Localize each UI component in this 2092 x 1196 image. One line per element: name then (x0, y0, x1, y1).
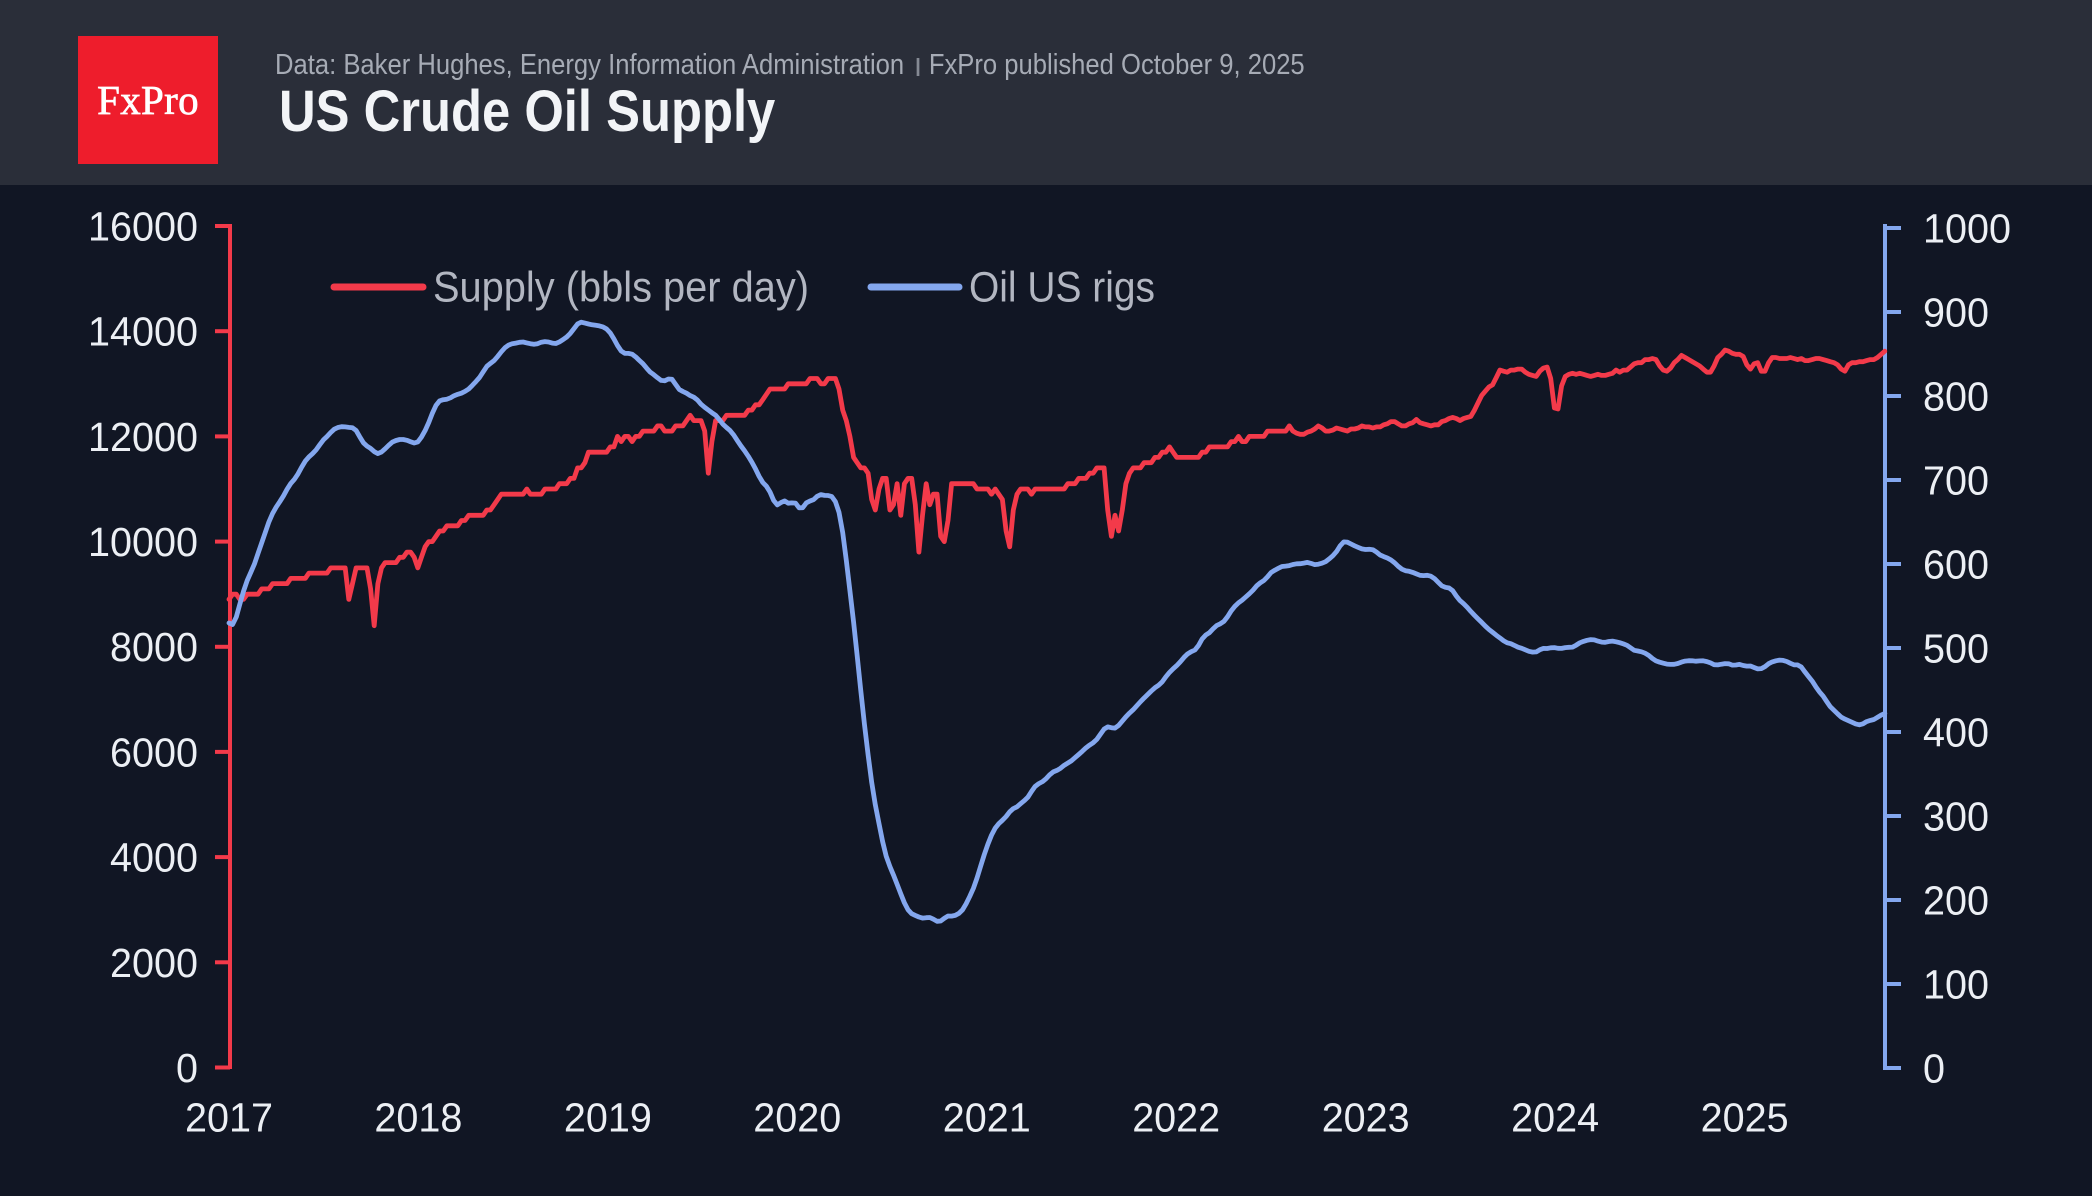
svg-text:800: 800 (1923, 374, 1989, 420)
svg-text:2025: 2025 (1701, 1095, 1789, 1141)
svg-text:2000: 2000 (110, 940, 198, 986)
svg-text:8000: 8000 (110, 624, 198, 670)
svg-text:400: 400 (1923, 710, 1989, 756)
svg-text:200: 200 (1923, 878, 1989, 924)
svg-text:2018: 2018 (374, 1095, 462, 1141)
svg-text:2023: 2023 (1322, 1095, 1410, 1141)
svg-text:2020: 2020 (753, 1095, 841, 1141)
svg-text:1000: 1000 (1923, 206, 2011, 252)
svg-text:2022: 2022 (1132, 1095, 1220, 1141)
svg-text:2021: 2021 (943, 1095, 1031, 1141)
svg-text:100: 100 (1923, 962, 1989, 1008)
svg-text:12000: 12000 (88, 414, 198, 460)
svg-text:600: 600 (1923, 542, 1989, 588)
svg-text:0: 0 (176, 1045, 198, 1091)
svg-text:16000: 16000 (88, 204, 198, 250)
svg-text:300: 300 (1923, 794, 1989, 840)
svg-text:900: 900 (1923, 290, 1989, 336)
svg-text:500: 500 (1923, 626, 1989, 672)
svg-text:700: 700 (1923, 458, 1989, 504)
svg-text:2017: 2017 (185, 1095, 273, 1141)
svg-text:Supply (bbls per day): Supply (bbls per day) (433, 264, 809, 312)
svg-text:2019: 2019 (564, 1095, 652, 1141)
svg-text:6000: 6000 (110, 729, 198, 775)
svg-text:Oil US rigs: Oil US rigs (969, 264, 1155, 312)
svg-text:4000: 4000 (110, 835, 198, 881)
svg-text:10000: 10000 (88, 519, 198, 565)
svg-text:2024: 2024 (1511, 1095, 1599, 1141)
svg-text:14000: 14000 (88, 309, 198, 355)
svg-text:0: 0 (1923, 1046, 1945, 1092)
